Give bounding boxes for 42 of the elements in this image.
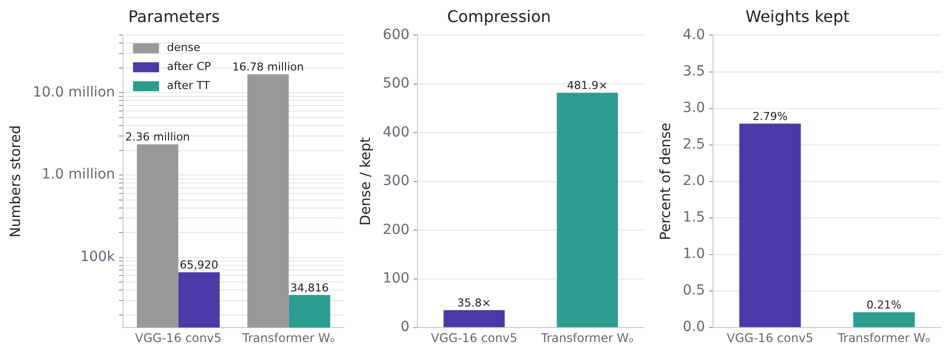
y-tick-label: 2.5 (682, 136, 706, 152)
y-tick-label: 0.5 (682, 282, 706, 299)
x-tick-label: VGG-16 conv5 (135, 330, 222, 345)
data-label: 481.9× (567, 79, 608, 92)
y-axis-title: Numbers stored (8, 125, 24, 238)
data-label: 35.8× (457, 296, 491, 310)
data-label: 2.79% (752, 110, 788, 124)
y-tick-label: 600 (382, 26, 410, 43)
data-label: 34,816 (290, 281, 329, 294)
data-label: 65,920 (180, 258, 218, 272)
legend-label: after CP (167, 60, 212, 74)
legend-label: after TT (167, 79, 210, 92)
chart-title: Parameters (128, 6, 220, 26)
y-tick-label: 3.5 (682, 63, 706, 80)
y-tick-label: 2.0 (682, 173, 706, 190)
x-tick-label: Transformer Wₒ (241, 330, 336, 345)
y-tick-label: 4.0 (682, 26, 706, 43)
data-label: 0.21% (866, 298, 902, 312)
y-tick-label: 100 (382, 270, 410, 287)
x-tick-label: Transformer Wₒ (836, 330, 930, 345)
y-axis-title: Dense / kept (358, 136, 374, 226)
y-tick-label: 10.0 million (32, 84, 116, 100)
x-tick-label: VGG-16 conv5 (430, 330, 518, 345)
y-tick-label: 0.0 (682, 319, 706, 336)
y-tick-label: 0 (400, 319, 410, 336)
x-tick-label: Transformer Wₒ (540, 330, 634, 345)
y-tick-label: 1.5 (682, 210, 706, 226)
chart-title: Weights kept (745, 6, 850, 26)
y-tick-label: 200 (382, 222, 410, 238)
y-tick-label: 1.0 million (42, 166, 116, 183)
data-label: 16.78 million (232, 60, 304, 74)
y-tick-label: 100k (80, 248, 116, 265)
y-tick-label: 300 (382, 173, 410, 190)
y-tick-label: 3.0 (682, 100, 706, 116)
y-tick-label: 400 (382, 124, 410, 140)
legend-label: dense (167, 41, 201, 54)
data-label: 2.36 million (125, 130, 190, 144)
y-axis-title: Percent of dense (658, 122, 674, 240)
y-tick-label: 1.0 (682, 246, 706, 262)
chart-title: Compression (447, 6, 551, 26)
x-tick-label: VGG-16 conv5 (726, 330, 814, 345)
y-tick-label: 500 (382, 76, 410, 92)
